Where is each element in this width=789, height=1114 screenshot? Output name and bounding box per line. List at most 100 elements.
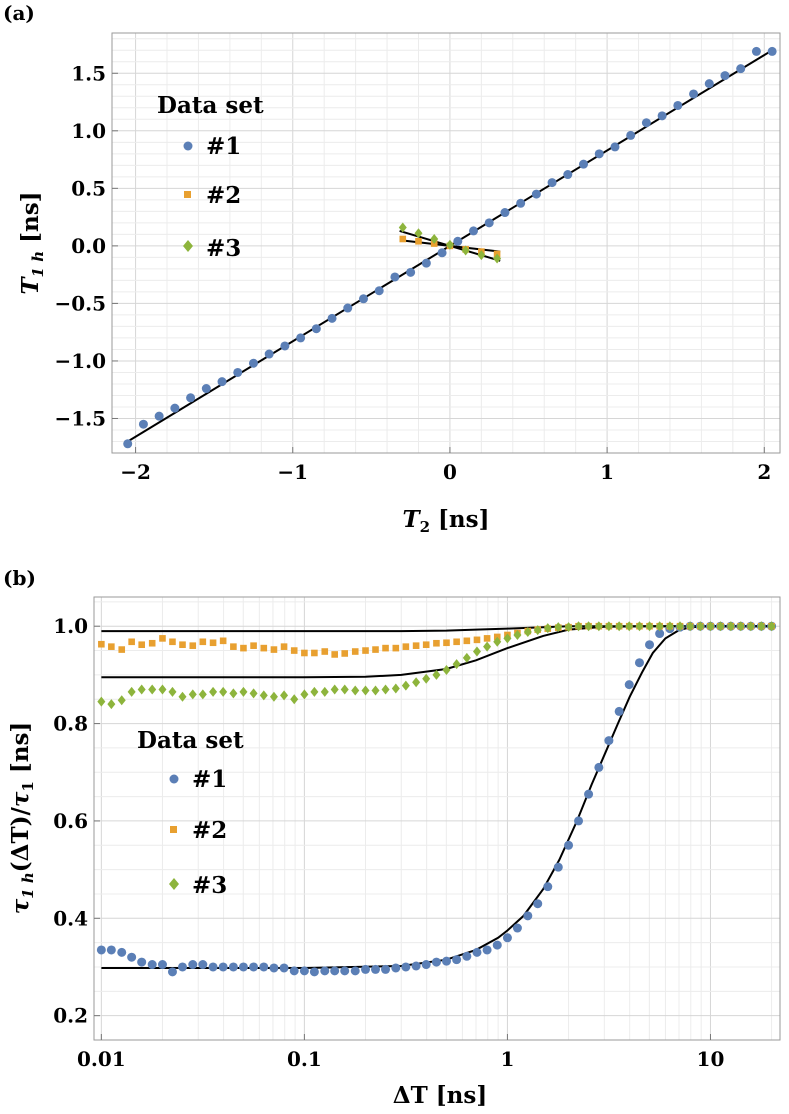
data-point-series-1: [157, 960, 167, 970]
data-point-series-1: [280, 341, 290, 351]
panel-b-label: (b): [3, 566, 36, 590]
data-point-series-1: [340, 966, 350, 976]
data-point-series-1: [406, 267, 416, 277]
data-point-series-1: [343, 303, 353, 313]
data-point-series-2: [240, 644, 247, 652]
legend-b-label-1: #1: [192, 766, 227, 793]
data-point-series-1: [248, 358, 258, 368]
data-point-series-1: [584, 789, 594, 799]
data-point-series-1: [228, 962, 238, 972]
data-point-series-1: [472, 947, 482, 957]
data-point-series-3: [477, 250, 486, 261]
x-tick-label: 2: [757, 460, 771, 484]
data-point-series-3: [280, 690, 289, 701]
data-point-series-3: [503, 633, 512, 644]
data-point-series-3: [340, 684, 349, 695]
data-point-series-3: [137, 684, 146, 695]
data-point-series-1: [327, 313, 337, 323]
data-point-series-1: [657, 111, 667, 121]
panel-a-y-ticks: −1.5 −1.0 −0.5 0.0 0.5 1.0 1.5: [54, 61, 118, 430]
data-point-series-1: [673, 100, 683, 110]
data-point-series-3: [351, 685, 360, 696]
x-tick-label: −1: [277, 460, 308, 484]
fit-line-1: [101, 625, 772, 969]
data-point-series-3: [554, 622, 563, 633]
data-point-series-2: [128, 638, 135, 646]
data-point-series-2: [260, 644, 268, 652]
data-point-series-1: [289, 966, 299, 976]
data-point-series-2: [209, 639, 217, 647]
data-point-series-1: [655, 629, 665, 639]
data-point-series-1: [523, 911, 533, 921]
data-point-series-3: [445, 239, 454, 250]
panel-b-x-ticks: 0.01 0.1 1 10: [77, 1034, 724, 1071]
data-point-series-2: [422, 641, 430, 649]
data-point-series-2: [362, 647, 369, 654]
data-point-series-2: [219, 637, 227, 645]
data-point-series-1: [751, 46, 761, 56]
data-point-series-2: [301, 649, 308, 657]
data-point-series-3: [398, 222, 407, 233]
data-point-series-1: [170, 403, 180, 413]
data-point-series-1: [154, 411, 164, 421]
data-point-series-1: [502, 933, 512, 943]
panel-a: (a) −2 −1 0 1 2 −1.5 −1.0 −0.5 0.0 0.5 1.0 1.5 T2 …: [3, 1, 781, 536]
panel-a-frame: [111, 32, 781, 454]
data-point-series-3: [97, 696, 106, 707]
data-point-series-1: [421, 960, 431, 970]
data-point-series-2: [341, 650, 349, 657]
data-point-series-1: [217, 377, 227, 387]
legend-a-label-1: #1: [206, 133, 241, 160]
data-point-series-3: [310, 686, 319, 697]
data-point-series-3: [239, 686, 248, 697]
data-point-series-1: [361, 964, 371, 974]
legend-b-marker-2: [170, 826, 177, 833]
data-point-series-2: [270, 646, 278, 653]
data-point-series-3: [493, 253, 502, 264]
y-tick-label: 1.0: [71, 119, 106, 143]
data-point-series-3: [706, 621, 715, 632]
data-point-series-2: [443, 639, 450, 647]
data-point-series-3: [452, 659, 461, 670]
data-point-series-2: [250, 642, 257, 649]
panel-a-label: (a): [3, 1, 35, 25]
y-tick-label: −0.5: [54, 291, 106, 315]
data-point-series-3: [604, 621, 613, 632]
data-point-series-1: [123, 439, 133, 449]
data-point-series-1: [411, 961, 421, 971]
data-point-series-1: [469, 226, 479, 236]
data-point-series-1: [96, 945, 106, 955]
data-point-series-2: [433, 639, 440, 647]
data-point-series-1: [311, 324, 321, 334]
data-point-series-2: [331, 651, 338, 658]
data-point-series-3: [615, 621, 624, 632]
x-tick-label: −2: [120, 460, 151, 484]
data-point-series-2: [415, 237, 422, 245]
data-point-series-3: [371, 685, 380, 696]
data-point-series-1: [188, 960, 198, 970]
y-tick-label: 0.8: [53, 712, 88, 736]
data-point-series-3: [290, 694, 299, 705]
data-point-series-1: [624, 680, 634, 690]
data-point-series-1: [201, 384, 211, 394]
data-point-series-2: [230, 643, 237, 650]
data-point-series-1: [138, 419, 148, 429]
data-point-series-1: [645, 640, 655, 650]
data-point-series-3: [391, 683, 400, 694]
y-tick-label: 0.6: [53, 809, 88, 833]
x-tick-label: 0.01: [77, 1047, 126, 1071]
data-point-series-3: [757, 621, 766, 632]
data-point-series-1: [374, 286, 384, 296]
panel-b-x-axis-title: ΔT [ns]: [393, 1082, 487, 1109]
legend-a-label-2: #2: [206, 182, 241, 209]
data-point-series-3: [361, 685, 370, 696]
panel-a-grid: [112, 33, 780, 454]
data-point-series-1: [186, 393, 196, 403]
y-tick-label: 0.0: [71, 234, 106, 258]
legend-a-marker-2: [184, 191, 191, 198]
data-point-series-2: [179, 641, 186, 649]
data-point-series-1: [579, 159, 589, 169]
panel-a-x-ticks: −2 −1 0 1 2: [120, 447, 771, 484]
data-point-series-3: [767, 621, 776, 632]
y-tick-label: 0.5: [71, 176, 106, 200]
